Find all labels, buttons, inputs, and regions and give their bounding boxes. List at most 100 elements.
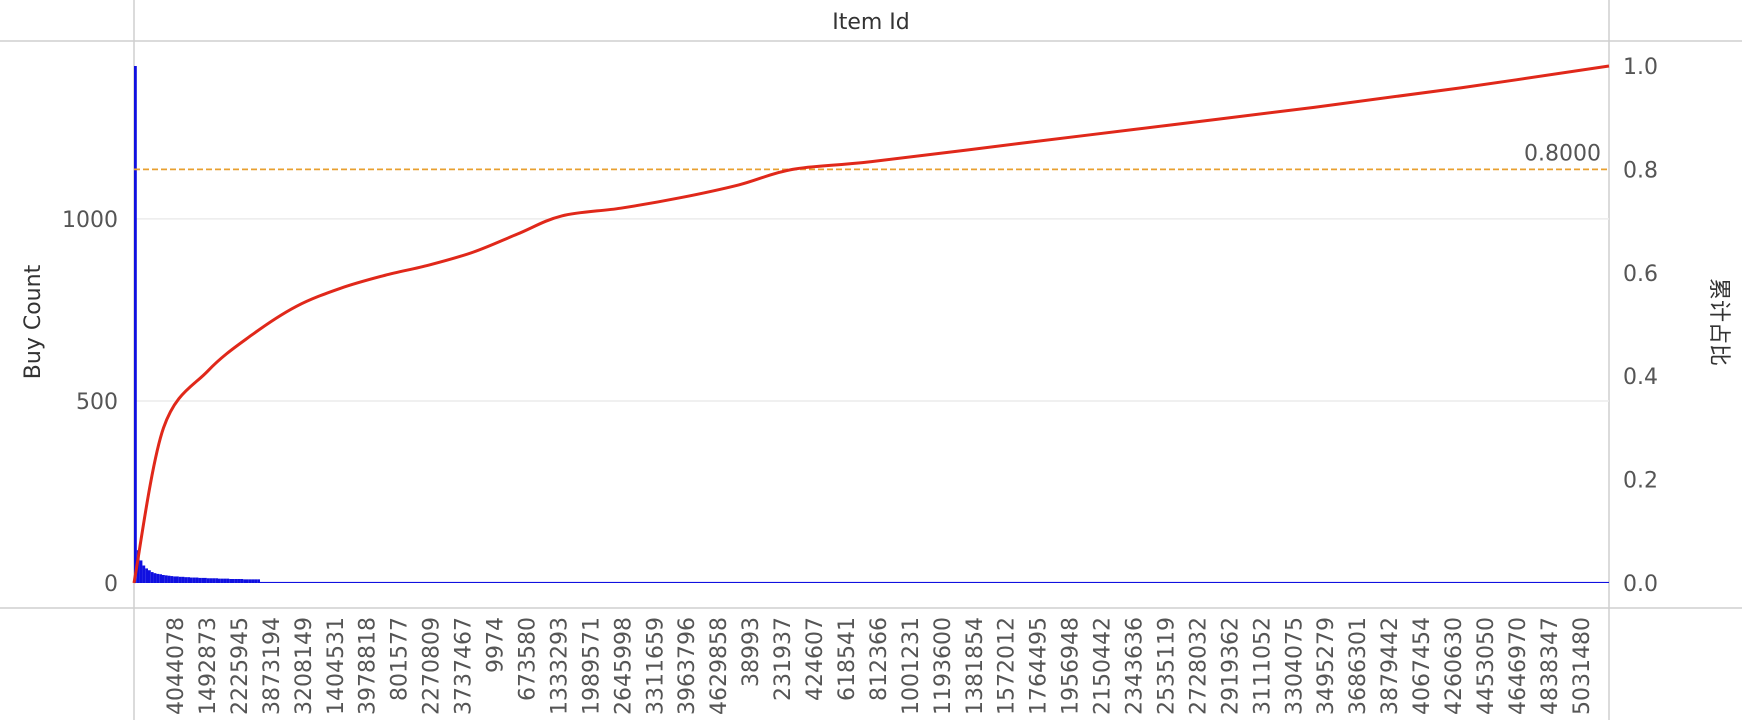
bar	[226, 578, 230, 583]
x-tick-label: 3208149	[292, 617, 317, 715]
y-axis-title-left: Buy Count	[21, 264, 46, 379]
y-tick-left: 500	[76, 390, 118, 415]
bar	[232, 578, 235, 583]
bar	[218, 578, 221, 583]
column-header: Item Id	[832, 10, 910, 35]
x-tick-label: 4838347	[1538, 617, 1563, 715]
reference-line-label: 0.8000	[1524, 141, 1601, 166]
bar	[204, 577, 207, 583]
cumulative-line-path	[132, 64, 1610, 584]
bar	[187, 577, 190, 583]
x-tick-label: 231937	[771, 617, 796, 701]
x-tick-label: 812366	[867, 617, 892, 701]
y-tick-right: 0.2	[1623, 469, 1658, 494]
bar	[162, 574, 165, 583]
bar	[240, 578, 244, 583]
x-tick-label: 1764495	[1027, 617, 1052, 715]
x-tick-label: 5031480	[1570, 617, 1595, 715]
bar	[148, 570, 151, 583]
y-axis-title-right: 累计占比	[1706, 278, 1731, 366]
bar	[190, 577, 193, 583]
y-tick-left: 0	[104, 572, 118, 597]
bar	[215, 578, 218, 583]
gridlines	[134, 218, 1609, 402]
x-tick-label: 1001231	[899, 617, 924, 715]
bar	[254, 579, 258, 583]
x-tick-label: 1404531	[324, 617, 349, 715]
x-tick-label: 2270809	[420, 617, 445, 715]
y-ticks-left: 0 500 1000	[62, 208, 118, 597]
x-tick-label: 3879442	[1378, 617, 1403, 715]
bar	[251, 579, 255, 583]
x-tick-label: 9974	[484, 617, 509, 673]
bar	[220, 578, 224, 583]
x-tick-label: 2150442	[1091, 617, 1116, 715]
reference-line: 0.8000	[134, 141, 1609, 171]
bar	[173, 576, 176, 583]
bar	[212, 578, 216, 583]
bar	[164, 575, 168, 583]
bar	[248, 579, 252, 583]
x-tick-label: 2225945	[228, 617, 253, 715]
bar	[134, 66, 137, 583]
bar	[206, 578, 210, 583]
x-tick-label: 1989571	[579, 617, 604, 715]
bar	[145, 568, 148, 583]
x-tick-label: 4260630	[1442, 617, 1467, 715]
x-tick-label: 3495279	[1314, 617, 1339, 715]
bar	[198, 577, 202, 583]
bar	[170, 576, 174, 583]
x-tick-label: 2343636	[1123, 617, 1148, 715]
x-tick-label: 3686301	[1346, 617, 1371, 715]
x-tick-label: 1381854	[963, 617, 988, 715]
x-tick-label: 4067454	[1410, 617, 1435, 715]
x-tick-label: 2728032	[1186, 617, 1211, 715]
bar	[195, 577, 199, 583]
bar	[257, 579, 260, 583]
bar	[243, 579, 246, 583]
x-tick-label: 3963796	[675, 617, 700, 715]
x-tick-label: 3978818	[356, 617, 381, 715]
x-tick-label: 1492873	[196, 617, 221, 715]
y-tick-right: 0.8	[1623, 158, 1658, 183]
y-tick-right: 0.6	[1623, 262, 1658, 287]
bar	[246, 579, 249, 583]
bar	[192, 577, 196, 583]
x-tick-label: 1333293	[547, 617, 572, 715]
bar	[201, 577, 204, 583]
bar	[156, 573, 160, 583]
x-tick-label: 4629858	[707, 617, 732, 715]
bar	[223, 578, 227, 583]
x-tick-label: 424607	[803, 617, 828, 701]
y-tick-right: 1.0	[1623, 55, 1658, 80]
x-tick-label: 3311659	[643, 617, 668, 715]
bar	[184, 577, 188, 583]
bar	[237, 578, 241, 583]
x-tick-label: 673580	[515, 617, 540, 701]
bar	[167, 575, 171, 583]
bar	[229, 578, 232, 583]
x-tick-label: 4646970	[1506, 617, 1531, 715]
x-tick-label: 4453050	[1474, 617, 1499, 715]
x-tick-label: 3873194	[260, 617, 285, 715]
x-tick-label: 618541	[835, 617, 860, 701]
bar	[142, 565, 146, 583]
bar	[150, 572, 154, 583]
bar	[234, 578, 238, 583]
x-tick-label: 4044078	[164, 617, 189, 715]
x-tick-label: 2645998	[611, 617, 636, 715]
x-tick-label: 1956948	[1059, 617, 1084, 715]
y-tick-left: 1000	[62, 208, 118, 233]
x-tick-label: 38993	[739, 617, 764, 687]
x-ticks: 4044078 1492873 2225945 3873194 3208149 14045…	[164, 617, 1595, 715]
y-ticks-right: 0.0 0.2 0.4 0.6 0.8 1.0	[1623, 55, 1658, 597]
bars	[134, 66, 1609, 583]
x-tick-label: 1572012	[995, 617, 1020, 715]
x-tick-label: 3737467	[452, 617, 477, 715]
x-tick-label: 3304075	[1282, 617, 1307, 715]
bar	[153, 573, 157, 583]
x-tick-label: 801577	[388, 617, 413, 701]
bar	[139, 560, 143, 583]
